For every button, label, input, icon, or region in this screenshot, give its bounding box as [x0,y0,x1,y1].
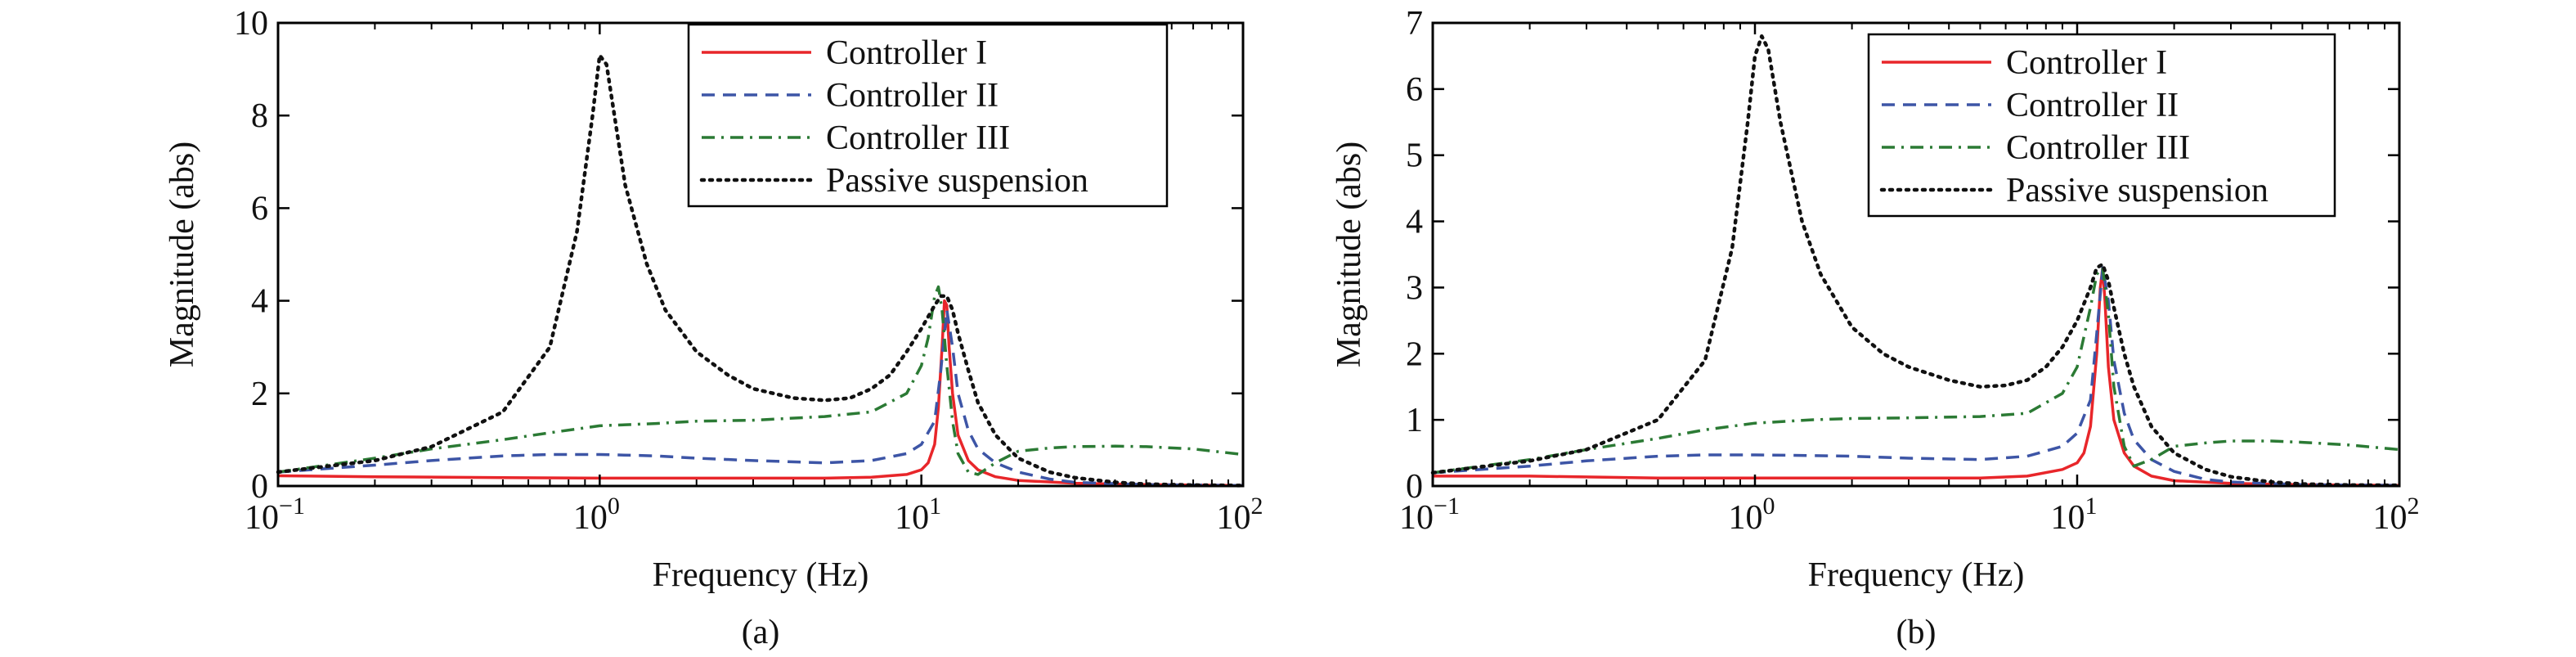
y-tick-label: 8 [251,97,268,135]
y-tick-label: 2 [251,376,268,413]
legend-entry: Controller III [2006,129,2190,167]
y-tick-label: 5 [1406,137,1423,175]
legend-entry: Passive suspension [2006,172,2269,209]
y-tick-label: 10 [234,5,268,43]
x-axis-label: Frequency (Hz) [1808,556,2025,594]
x-tick-label: 101 [895,493,941,537]
legend: Controller I Controller II Controller III P… [687,23,1169,208]
y-tick-label: 1 [1406,402,1423,439]
panel-label-a: (a) [742,614,780,651]
x-tick-label: 100 [573,493,620,537]
series-lines [276,53,1245,488]
y-tick-label: 0 [251,468,268,506]
legend-entry: Controller I [826,34,987,72]
x-tick-label: 102 [1217,493,1263,537]
legend-box [687,23,1169,208]
panel-label-b: (b) [1896,614,1936,651]
y-axis-label: Magnitude (abs) [1331,142,1368,367]
series-line-2 [1432,266,2400,487]
legend-entry: Controller I [2006,44,2167,82]
plot-area-frame [276,21,1245,488]
series-line-2 [277,308,1244,488]
x-tick-label: 101 [2051,493,2098,537]
y-tick-label: 2 [1406,335,1423,373]
legend: Controller I Controller II Controller III P… [1867,33,2336,218]
y-tick-label: 0 [1406,468,1423,506]
series-line-3 [1432,266,2400,475]
y-tick-label: 6 [251,190,268,227]
series-lines [1430,34,2402,488]
x-tick-label: 102 [2373,493,2420,537]
legend-entry: Controller II [2006,87,2179,124]
legend-entry: Passive suspension [826,162,1088,200]
y-tick-label: 6 [1406,71,1423,109]
series-line-4 [1430,34,2402,488]
y-axis-label: Magnitude (abs) [164,142,201,367]
legend-entry: Controller III [826,119,1010,157]
series-line-1 [277,299,1244,488]
y-tick-label: 4 [251,283,268,321]
series-line-3 [277,285,1244,476]
y-tick-label: 3 [1406,269,1423,307]
x-axis-label: Frequency (Hz) [653,556,869,594]
plot-area-frame [1431,21,2401,488]
y-tick-label: 7 [1406,5,1423,43]
x-tick-label: 100 [1729,493,1775,537]
series-line-4 [276,53,1245,488]
y-tick-label: 4 [1406,204,1423,241]
legend-entry: Controller II [826,77,999,115]
legend-box [1867,33,2336,218]
